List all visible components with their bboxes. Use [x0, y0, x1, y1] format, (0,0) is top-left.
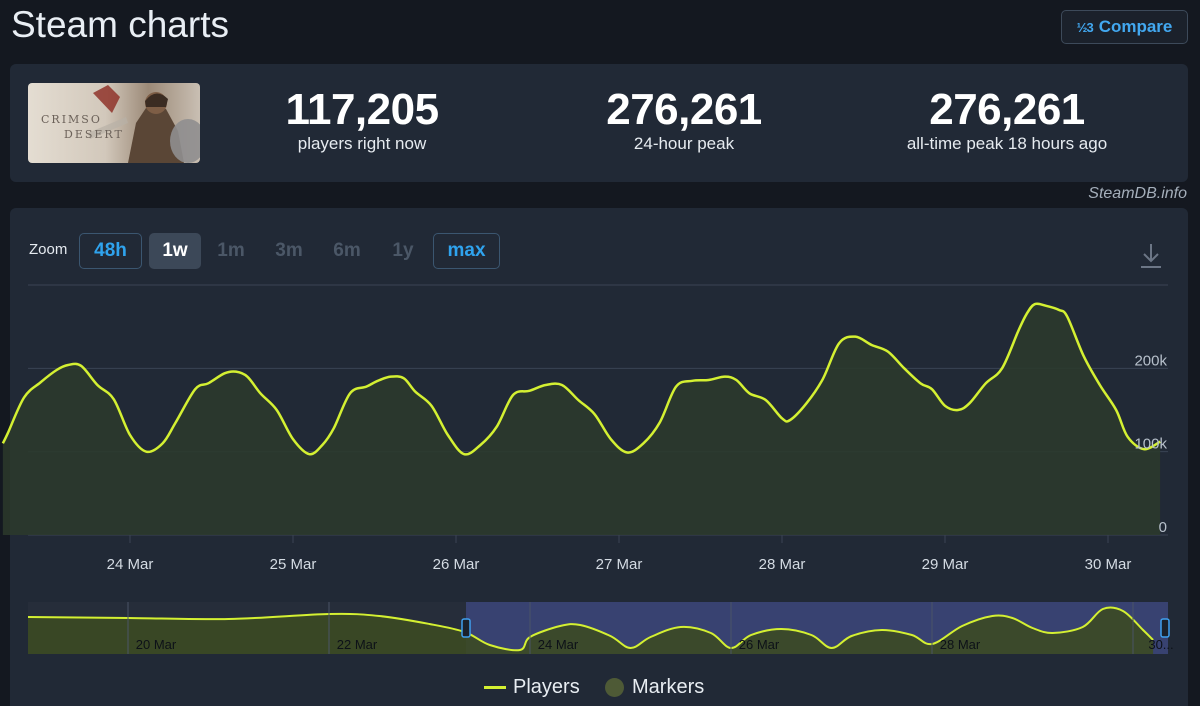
legend-players-label: Players: [513, 676, 580, 698]
y-tick-label: 200k: [1134, 352, 1167, 369]
zoom-6m-button[interactable]: 6m: [333, 240, 361, 261]
all-time-peak-value: 276,261: [929, 85, 1085, 134]
game-thumbnail[interactable]: CRIMSO DESERT: [28, 83, 200, 163]
players-line-swatch: [484, 686, 506, 689]
legend-markers[interactable]: Markers: [605, 676, 704, 699]
zoom-3m-button[interactable]: 3m: [275, 240, 303, 261]
navigator-date-label: 26 Mar: [739, 637, 780, 652]
compare-button[interactable]: ½3 Compare: [1061, 10, 1188, 44]
navigator-date-label: 22 Mar: [337, 637, 378, 652]
zoom-1w-button[interactable]: 1w: [149, 233, 201, 269]
x-tick-label: 28 Mar: [759, 556, 806, 573]
markers-dot-swatch: [605, 678, 624, 697]
zoom-label: Zoom: [29, 241, 68, 258]
x-tick-label: 27 Mar: [596, 556, 643, 573]
navigator-handle[interactable]: [1160, 618, 1170, 638]
compare-icon: ½3: [1076, 19, 1094, 35]
navigator-date-label: 30...: [1148, 637, 1173, 652]
navigator-area: [28, 607, 1154, 654]
navigator-date-label: 24 Mar: [538, 637, 579, 652]
download-icon[interactable]: [1138, 241, 1164, 271]
game-art-image: CRIMSO DESERT: [28, 83, 200, 163]
stat-all-time-peak: 276,261 all-time peak 18 hours ago: [867, 86, 1147, 154]
24h-peak-label: 24-hour peak: [633, 134, 735, 153]
x-tick-label: 26 Mar: [433, 556, 480, 573]
zoom-48h-button[interactable]: 48h: [79, 233, 142, 269]
navigator-date-label: 20 Mar: [136, 637, 177, 652]
zoom-1m-button[interactable]: 1m: [217, 240, 245, 261]
game-logo-text: CRIMSO: [41, 113, 102, 126]
x-tick-label: 24 Mar: [107, 556, 154, 573]
stat-current-players: 117,205 players right now: [222, 86, 502, 154]
players-area: [2, 303, 1161, 535]
navigator-date-label: 28 Mar: [940, 637, 981, 652]
x-tick-label: 25 Mar: [270, 556, 317, 573]
stats-panel: CRIMSO DESERT 117,205 players right now …: [10, 64, 1188, 182]
players-series-line: [1, 302, 1161, 456]
y-tick-label: 0: [1159, 519, 1167, 536]
zoom-1y-button[interactable]: 1y: [392, 240, 414, 261]
compare-label: Compare: [1098, 17, 1173, 36]
y-tick-label: 100k: [1134, 436, 1167, 453]
x-tick-label: 30 Mar: [1085, 556, 1132, 573]
steamdb-credit-link[interactable]: SteamDB.info: [1088, 185, 1187, 202]
current-players-label: players right now: [297, 134, 427, 153]
all-time-peak-label: all-time peak 18 hours ago: [906, 134, 1108, 153]
zoom-max-button[interactable]: max: [433, 233, 500, 269]
24h-peak-value: 276,261: [606, 85, 762, 134]
page-title: Steam charts: [11, 4, 229, 45]
navigator-handle[interactable]: [461, 618, 471, 638]
svg-text:DESERT: DESERT: [64, 128, 124, 141]
stat-24h-peak: 276,261 24-hour peak: [544, 86, 824, 154]
x-tick-label: 29 Mar: [922, 556, 969, 573]
current-players-value: 117,205: [285, 85, 439, 134]
legend-players[interactable]: Players: [484, 676, 580, 699]
legend-markers-label: Markers: [632, 676, 705, 698]
